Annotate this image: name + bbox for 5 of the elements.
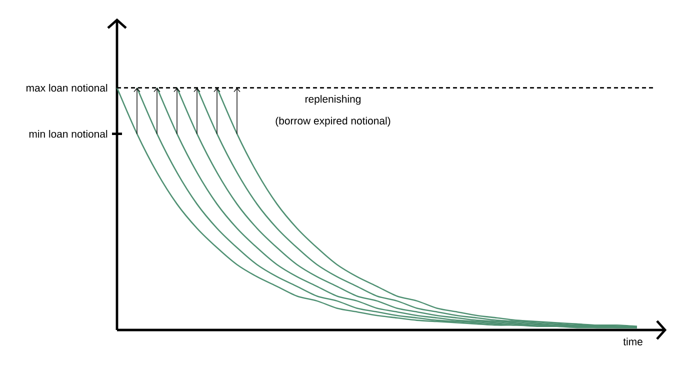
- annotation: replenishing: [305, 95, 361, 105]
- annotation: (borrow expired notional): [276, 116, 390, 127]
- ref-line-label: max loan notional: [26, 84, 108, 92]
- text: min loan notional: [29, 130, 108, 138]
- x-axis-title: time: [623, 338, 642, 346]
